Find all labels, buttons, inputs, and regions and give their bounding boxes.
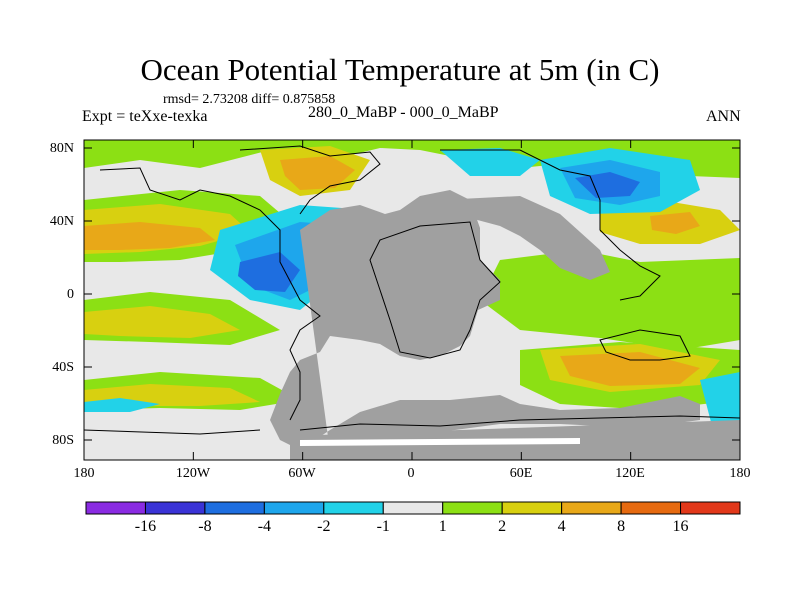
land-mass xyxy=(270,190,740,460)
lon-tick-label: 0 xyxy=(407,466,415,481)
coastline xyxy=(440,149,661,301)
colorbar-swatch xyxy=(501,501,563,515)
colorbar-swatch xyxy=(382,501,444,515)
colorbar-label: 16 xyxy=(672,518,689,535)
colorbar-swatch xyxy=(85,501,146,515)
lon-tick-label: 180 xyxy=(73,466,95,481)
lat-tick-label: 80S xyxy=(52,433,74,448)
colorbar xyxy=(85,501,741,515)
anomaly-region xyxy=(480,250,740,350)
colorbar-label: -4 xyxy=(257,518,272,535)
land-mass xyxy=(440,196,610,280)
coastline xyxy=(239,145,381,215)
anomaly-region xyxy=(700,372,740,430)
colorbar-label: 8 xyxy=(617,518,626,535)
colorbar-label: 4 xyxy=(557,518,566,535)
anomaly-region xyxy=(280,156,355,190)
coastline xyxy=(599,329,691,361)
map-field xyxy=(84,140,740,460)
colorbar-label: -8 xyxy=(198,518,212,535)
lon-tick-label: 60W xyxy=(288,466,316,481)
colorbar-swatch xyxy=(442,501,503,515)
lon-tick-label: 180 xyxy=(729,466,751,481)
stats-line: rmsd= 2.73208 diff= 0.875858 xyxy=(163,92,336,107)
anomaly-region xyxy=(84,398,160,412)
colorbar-swatch xyxy=(204,501,265,515)
colorbar-label: -2 xyxy=(317,518,331,535)
lon-tick-label: 60E xyxy=(509,466,533,481)
colorbar-swatch xyxy=(620,501,682,515)
colorbar-label: 1 xyxy=(438,518,447,535)
anomaly-region xyxy=(560,352,700,386)
subtitle: 280_0_MaBP - 000_0_MaBP xyxy=(308,104,499,121)
lat-tick-label: 40S xyxy=(52,360,74,375)
anomaly-region xyxy=(84,222,215,250)
lon-tick-label: 120E xyxy=(615,466,645,481)
colorbar-label: 2 xyxy=(498,518,507,535)
colorbar-label: -16 xyxy=(134,518,157,535)
colorbar-swatch xyxy=(561,501,622,515)
anomaly-region xyxy=(440,148,540,176)
colorbar-swatch xyxy=(323,501,384,515)
coastline xyxy=(369,221,501,359)
coastline xyxy=(299,415,740,431)
colorbar-label: -1 xyxy=(376,518,390,535)
lat-tick-label: 40N xyxy=(49,214,74,229)
colorbar-swatch xyxy=(263,501,325,515)
experiment-label: Expt = teXxe-texka xyxy=(82,108,208,125)
colorbar-swatch xyxy=(144,501,206,515)
coastline xyxy=(84,429,261,435)
axis-ticks xyxy=(83,140,741,460)
lon-tick-label: 120W xyxy=(175,466,211,481)
page-title: Ocean Potential Temperature at 5m (in C) xyxy=(140,52,660,87)
season-label: ANN xyxy=(706,108,741,125)
anomaly-region xyxy=(650,212,700,234)
anomaly-region xyxy=(300,438,580,446)
anomaly-region xyxy=(84,306,240,338)
colorbar-swatch xyxy=(680,501,741,515)
lat-tick-label: 0 xyxy=(67,287,74,302)
anomaly-region xyxy=(238,252,300,292)
lat-tick-label: 80N xyxy=(49,141,74,156)
coastline xyxy=(99,167,321,421)
